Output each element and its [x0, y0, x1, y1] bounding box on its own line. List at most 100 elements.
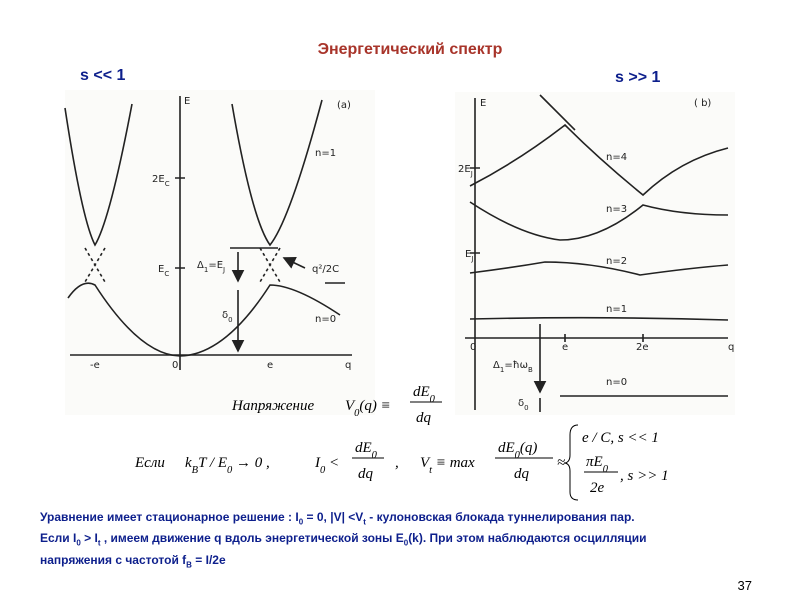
figure-tag: (a)	[337, 100, 351, 111]
band-label: n=2	[606, 256, 627, 267]
slide-title: Энергетический спектр	[318, 41, 503, 58]
page-number: 37	[738, 578, 752, 593]
text-part: =E	[208, 260, 223, 271]
text-part: Δ	[197, 260, 204, 271]
text-part: Δ	[493, 360, 500, 371]
brace	[564, 424, 579, 501]
figure-a-bg	[65, 90, 375, 415]
x-label: 2e	[636, 342, 649, 353]
subscript: 0	[524, 404, 528, 412]
figure-b: E q ( b) 2EJ EJ 0 e 2e n=4 n=3 n=2 n=1 n…	[455, 92, 735, 415]
formula-text: dE0	[413, 384, 436, 405]
text-part: V	[345, 398, 356, 414]
body-text: Уравнение имеет стационарное решение : I…	[40, 509, 740, 573]
subscript: 0	[403, 538, 409, 548]
subscript: C	[165, 180, 170, 188]
body-line: напряжения с частотой fB = I/2e	[40, 552, 740, 573]
formula-text: Напряжение	[231, 398, 314, 414]
band-n4	[469, 123, 729, 197]
formula-text: kBT / E0 → 0 ,	[185, 455, 270, 476]
formula-text: Если	[134, 455, 165, 471]
formula-text: dE0	[355, 440, 378, 461]
x-label: -e	[90, 360, 100, 371]
delta1-label: Δ1=ħωB	[493, 360, 533, 374]
figure-b-bg	[455, 92, 735, 415]
delta1-label: Δ1=EJ	[197, 260, 225, 274]
pointer	[282, 257, 306, 269]
band-label: n=3	[606, 204, 627, 215]
subscript: t	[429, 465, 433, 476]
formula-text: e / C, s << 1	[582, 430, 659, 446]
y-label: 2EC	[152, 174, 170, 188]
text-part: , имеем движение q вдоль энергетической …	[100, 531, 404, 546]
levels	[230, 247, 345, 284]
subscript: J	[222, 266, 225, 274]
text-part: E	[465, 249, 471, 260]
text-part: k	[185, 455, 192, 471]
pointer-label: q²/2C	[312, 264, 339, 275]
text-part: V	[420, 455, 431, 471]
text-part: dE	[413, 384, 430, 400]
right-label: s >> 1	[615, 69, 660, 86]
delta0-label: δ0	[518, 398, 529, 412]
text-part: = I/2e	[191, 552, 226, 567]
subscript: 0	[372, 450, 378, 461]
subscript: 0	[320, 465, 326, 476]
axis-ticks	[470, 167, 644, 342]
subscript: B	[192, 465, 199, 476]
body-line: Если I0 > It , имеем движение q вдоль эн…	[40, 530, 740, 551]
text-part: (k). При этом наблюдаются осцилляции	[408, 531, 647, 546]
subscript: 1	[500, 366, 504, 374]
text-part: > I	[80, 531, 98, 546]
band-label: n=0	[606, 377, 627, 388]
subscript: 0	[76, 538, 81, 548]
subscript: 0	[515, 450, 521, 461]
formula-text: dq	[416, 410, 432, 426]
band-n1-right	[231, 99, 323, 247]
subscript: B	[186, 560, 192, 570]
axis-label: q	[345, 360, 351, 371]
formula-text: , s >> 1	[620, 468, 669, 484]
subscript: 0	[227, 465, 233, 476]
text-part: =ħω	[504, 360, 528, 371]
subscript: 0	[430, 394, 436, 405]
subscript: C	[164, 270, 169, 278]
text-part: Уравнение имеет стационарное решение : I	[40, 510, 299, 524]
subscript: 1	[204, 266, 208, 274]
text-part: dE	[498, 440, 515, 456]
text-part: (q) ≡	[359, 398, 390, 414]
axis-label: q	[728, 342, 734, 353]
formula-text: dE0(q)	[498, 440, 537, 461]
text-part: (q)	[520, 440, 538, 456]
y-label: 2EJ	[458, 164, 473, 178]
band-n4-upper	[539, 94, 576, 131]
axis-label: E	[184, 96, 190, 107]
subscript: 0	[603, 464, 609, 475]
crossings	[84, 247, 281, 283]
formula-text: πE0	[586, 454, 609, 475]
axis-label: E	[480, 98, 486, 109]
band-n3	[469, 201, 729, 241]
band-n1	[469, 316, 729, 321]
subscript: 0	[354, 408, 360, 419]
text-part: πE	[586, 454, 603, 470]
formula-text: 2e	[590, 480, 605, 496]
subscript: J	[470, 255, 473, 263]
formula-text: V0(q) ≡	[345, 398, 391, 419]
y-label: EJ	[465, 249, 473, 263]
text-part: → 0 ,	[232, 455, 270, 471]
text-part: = 0, |V| <V	[303, 510, 364, 524]
band-label: n=1	[606, 304, 627, 315]
band-label: n=1	[315, 148, 336, 159]
text-part: ≡ max	[432, 455, 475, 471]
text-part: dE	[355, 440, 372, 456]
x-label: e	[562, 342, 568, 353]
figure-a: E q (a) 2EC EC -e 0 e n=1 n=0 Δ1=EJ δ0 q…	[64, 90, 375, 415]
text-part: T / E	[198, 455, 227, 471]
text-part: - кулоновская блокада туннелирования пар…	[365, 510, 635, 524]
x-label: e	[267, 360, 273, 371]
formula-text: dq	[514, 466, 530, 482]
subscript: t	[97, 538, 101, 548]
left-label: s << 1	[80, 67, 125, 84]
